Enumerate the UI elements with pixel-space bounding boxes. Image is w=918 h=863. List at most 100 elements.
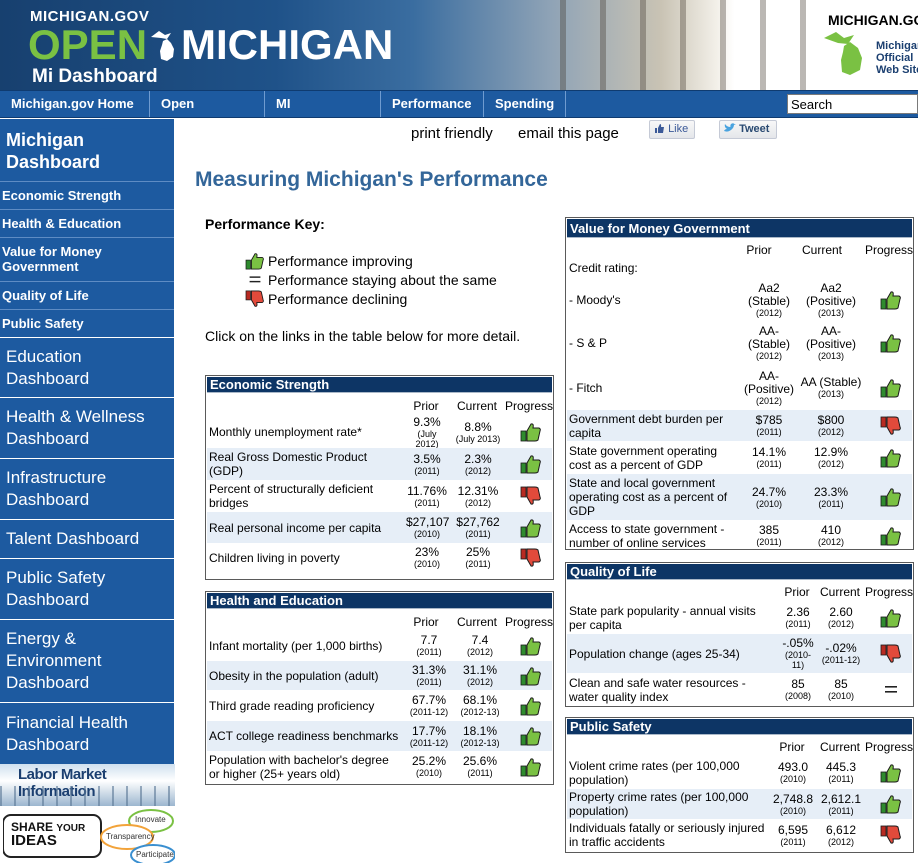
michigan-gov-link[interactable]: MICHIGAN.GOV (828, 12, 918, 28)
sidebar-item-health-education[interactable]: Health & Education (0, 209, 174, 237)
current-value: 2.3% (2012) (455, 453, 501, 477)
table-row[interactable]: Individuals fatally or seriously injured… (567, 819, 912, 851)
facebook-like-button[interactable]: Like (649, 120, 695, 139)
table-row[interactable]: Real personal income per capita $27,107 (2… (207, 512, 552, 543)
sidebar-title[interactable]: Michigan Dashboard (0, 119, 174, 181)
thumbs-up-icon (880, 763, 902, 783)
metric-link[interactable]: ACT college readiness benchmarks (209, 729, 399, 743)
print-friendly-link[interactable]: print friendly (411, 125, 493, 142)
prior-value-value: -.05% (782, 636, 814, 650)
nav-performance[interactable]: Performance (381, 91, 484, 117)
table-row[interactable]: Third grade reading proficiency 67.7% (201… (207, 690, 552, 721)
metric-link[interactable]: Third grade reading proficiency (209, 699, 375, 713)
prior-value-year: (2011-12) (409, 707, 449, 717)
metric-link[interactable]: State government operating cost as a per… (569, 444, 718, 472)
metric-link[interactable]: Individuals fatally or seriously injured… (569, 821, 765, 849)
thumbs-up-icon (880, 333, 902, 353)
metric-link[interactable]: - S & P (569, 336, 608, 350)
official-line-1: Michigan's (876, 40, 918, 52)
quality-of-life-title[interactable]: Quality of Life (567, 564, 912, 580)
nav-mi-dashboards[interactable]: MI Dashboards (265, 91, 381, 137)
sidebar-infrastructure-dashboard[interactable]: Infrastructure Dashboard (0, 458, 174, 519)
table-row[interactable]: - Moody's Aa2 (Stable) (2012) Aa2 (Positive… (567, 278, 912, 321)
metric-link[interactable]: Population with bachelor's degree or hig… (209, 753, 389, 781)
table-row[interactable]: Government debt burden per capita $785 (20… (567, 410, 912, 441)
table-row[interactable]: Percent of structurally deficient bridge… (207, 480, 552, 512)
metric-link[interactable]: Children living in poverty (209, 551, 340, 565)
metric-link[interactable]: Clean and safe water resources - water q… (569, 676, 746, 704)
metric-link[interactable]: Violent crime rates (per 100,000 populat… (569, 759, 740, 787)
table-row[interactable]: - Fitch AA- (Positive) (2012) AA (Stable) (2… (567, 365, 912, 410)
nav-open-michigan[interactable]: Open Michigan (150, 91, 265, 137)
metric-link[interactable]: Population change (ages 25-34) (569, 647, 740, 661)
sidebar-item-value-for-money[interactable]: Value for Money Government (0, 237, 174, 281)
prior-value: -.05% (2010-11) (779, 636, 817, 671)
email-page-link[interactable]: email this page (518, 125, 619, 142)
nav-spending[interactable]: Spending (484, 91, 566, 117)
tweet-button[interactable]: Tweet (719, 120, 777, 139)
table-row[interactable]: State park popularity - annual visits pe… (567, 601, 912, 634)
metric-link[interactable]: Percent of structurally deficient bridge… (209, 482, 374, 510)
your-word: YOUR (56, 823, 86, 834)
table-row[interactable]: Violent crime rates (per 100,000 populat… (567, 756, 912, 789)
table-row[interactable]: Children living in poverty 23% (2010) 25% (2… (207, 543, 552, 572)
table-row[interactable]: Real Gross Domestic Product (GDP) 3.5% (20… (207, 448, 552, 480)
prior-value-year: (2010) (755, 499, 782, 509)
sidebar-item-economic-strength[interactable]: Economic Strength (0, 181, 174, 209)
table-row[interactable]: Property crime rates (per 100,000 popula… (567, 789, 912, 819)
share-ideas-banner[interactable]: SHARE YOUR IDEAS Innovate Transparency P… (3, 809, 175, 863)
economic-strength-title[interactable]: Economic Strength (207, 377, 552, 393)
table-row[interactable]: Population change (ages 25-34) -.05% (2010… (567, 634, 912, 673)
logo-michigan-text: MICHIGAN (181, 21, 394, 68)
sidebar-education-dashboard[interactable]: Education Dashboard (0, 337, 174, 397)
prior-value-year: (2012) (755, 308, 782, 318)
like-label: Like (668, 123, 689, 135)
sidebar-talent-dashboard[interactable]: Talent Dashboard (0, 519, 174, 558)
thumbs-up-icon (880, 290, 902, 310)
sidebar-item-quality-of-life[interactable]: Quality of Life (0, 281, 174, 309)
table-row[interactable]: Obesity in the population (adult) 31.3% (2… (207, 661, 552, 690)
table-row[interactable]: Monthly unemployment rate* 9.3% (July 2012… (207, 416, 552, 449)
public-safety-title[interactable]: Public Safety (567, 719, 912, 735)
sidebar-energy-environment-dashboard[interactable]: Energy & Environment Dashboard (0, 619, 174, 702)
metric-link[interactable]: - Fitch (569, 381, 603, 395)
prior-value: 7.7 (2011) (406, 633, 452, 658)
metric-link[interactable]: - Moody's (569, 293, 621, 307)
sidebar-financial-health-dashboard[interactable]: Financial Health Dashboard (0, 702, 174, 764)
table-row[interactable]: State and local government operating cos… (567, 474, 912, 520)
metric-link[interactable]: State and local government operating cos… (569, 476, 728, 518)
table-row[interactable]: Access to state government - number of o… (567, 520, 912, 551)
metric-link[interactable]: Government debt burden per capita (569, 412, 724, 440)
table-row[interactable]: Clean and safe water resources - water q… (567, 673, 912, 706)
health-education-title[interactable]: Health and Education (207, 593, 552, 609)
value-for-money-title[interactable]: Value for Money Government (567, 219, 912, 238)
current-value: 8.8% (July 2013) (455, 421, 501, 445)
metric-link[interactable]: Obesity in the population (adult) (209, 669, 379, 683)
labor-market-banner[interactable]: Labor Market Information (0, 764, 175, 806)
current-value: 445.3 (2011) (818, 761, 864, 785)
metric-link[interactable]: Real Gross Domestic Product (GDP) (209, 450, 368, 478)
prior-value-value: 7.7 (420, 633, 438, 647)
current-value: 68.1% (2012-13) (455, 694, 505, 718)
open-michigan-logo[interactable]: OPEN MICHIGAN (28, 24, 393, 66)
metric-link[interactable]: Property crime rates (per 100,000 popula… (569, 790, 749, 818)
sidebar-item-public-safety[interactable]: Public Safety (0, 309, 174, 337)
table-row[interactable]: ACT college readiness benchmarks 17.7% (20… (207, 721, 552, 751)
metric-link[interactable]: Monthly unemployment rate* (209, 425, 362, 439)
metric-link[interactable]: Access to state government - number of o… (569, 522, 725, 550)
sidebar-public-safety-dashboard[interactable]: Public Safety Dashboard (0, 558, 174, 619)
thumbs-down-icon (880, 825, 902, 845)
metric-link[interactable]: State park popularity - annual visits pe… (569, 604, 756, 632)
table-row[interactable]: - S & P AA- (Stable) (2012) AA- (Positive)(… (567, 321, 912, 365)
prior-value-value: 3.5% (413, 452, 441, 466)
metric-link[interactable]: Real personal income per capita (209, 521, 382, 535)
nav-michigan-gov-home[interactable]: Michigan.gov Home (0, 91, 150, 117)
table-row[interactable]: Population with bachelor's degree or hig… (207, 751, 552, 782)
search-input[interactable] (787, 94, 918, 114)
table-row[interactable]: Infant mortality (per 1,000 births) 7.7 (2… (207, 630, 552, 661)
metric-link[interactable]: Infant mortality (per 1,000 births) (209, 639, 383, 653)
table-row[interactable]: State government operating cost as a per… (567, 441, 912, 474)
michigan-map-icon (149, 29, 179, 63)
sidebar-health-wellness-dashboard[interactable]: Health & Wellness Dashboard (0, 397, 174, 458)
prior-value-value: AA- (Positive) (743, 369, 794, 396)
